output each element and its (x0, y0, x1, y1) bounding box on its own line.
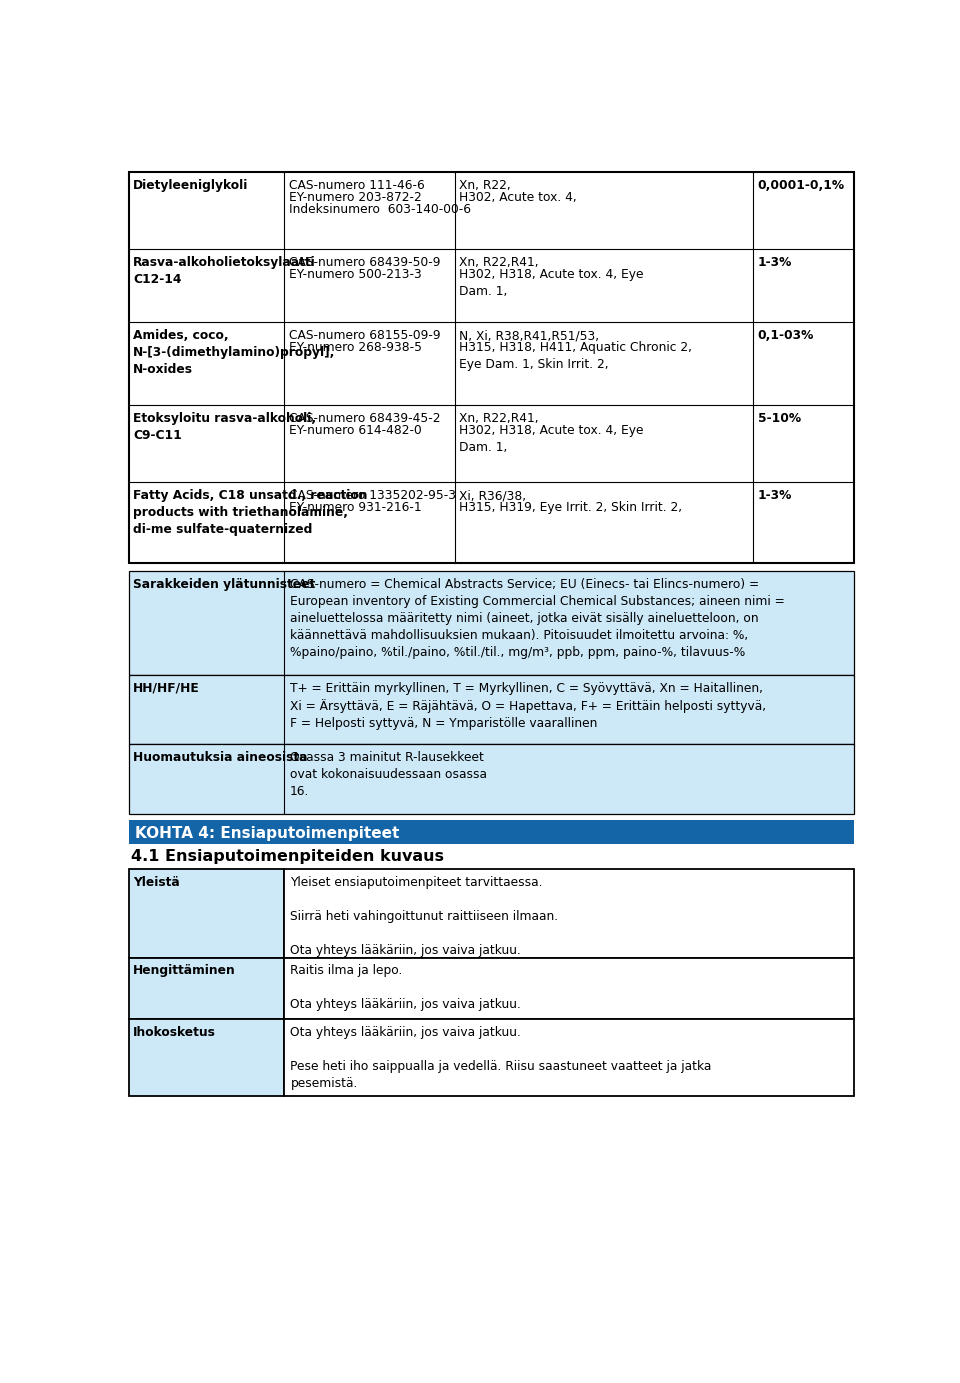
Text: 1-3%: 1-3% (757, 490, 792, 502)
Text: KOHTA 4: Ensiaputoimenpiteet: KOHTA 4: Ensiaputoimenpiteet (134, 826, 399, 841)
Text: H315, H319, Eye Irrit. 2, Skin Irrit. 2,: H315, H319, Eye Irrit. 2, Skin Irrit. 2, (460, 501, 683, 514)
Text: EY-numero 614-482-0: EY-numero 614-482-0 (289, 425, 421, 437)
Text: Xn, R22,R41,: Xn, R22,R41, (460, 412, 540, 426)
Text: Ota yhteys lääkäriin, jos vaiva jatkuu.

Pese heti iho saippualla ja vedellä. Ri: Ota yhteys lääkäriin, jos vaiva jatkuu. … (291, 1026, 712, 1090)
Text: CAS-numero 111-46-6: CAS-numero 111-46-6 (289, 178, 424, 192)
Text: Etoksyloitu rasva-alkoholi,
C9-C11: Etoksyloitu rasva-alkoholi, C9-C11 (133, 412, 316, 443)
Text: Dietyleeniglykoli: Dietyleeniglykoli (133, 178, 249, 192)
Bar (284, 1019, 854, 1097)
Text: H315, H318, H411, Aquatic Chronic 2,
Eye Dam. 1, Skin Irrit. 2,: H315, H318, H411, Aquatic Chronic 2, Eye… (460, 342, 692, 371)
Text: Rasva-alkoholietoksylaatti
C12-14: Rasva-alkoholietoksylaatti C12-14 (133, 256, 316, 286)
Text: Raitis ilma ja lepo.

Ota yhteys lääkäriin, jos vaiva jatkuu.: Raitis ilma ja lepo. Ota yhteys lääkärii… (291, 964, 521, 1011)
Text: H302, Acute tox. 4,: H302, Acute tox. 4, (460, 191, 577, 203)
Text: H302, H318, Acute tox. 4, Eye
Dam. 1,: H302, H318, Acute tox. 4, Eye Dam. 1, (460, 425, 644, 454)
Bar (130, 744, 854, 813)
Text: Amides, coco,
N-[3-(dimethylamino)propyl],
N-oxides: Amides, coco, N-[3-(dimethylamino)propyl… (133, 329, 336, 376)
Text: T+ = Erittäin myrkyllinen, T = Myrkyllinen, C = Syövyttävä, Xn = Haitallinen,
Xi: T+ = Erittäin myrkyllinen, T = Myrkyllin… (290, 682, 766, 730)
Bar (130, 869, 284, 957)
Text: Ihokosketus: Ihokosketus (133, 1026, 216, 1039)
Text: Indeksinumero  603-140-00-6: Indeksinumero 603-140-00-6 (289, 203, 471, 216)
Text: CAS-numero 68439-45-2: CAS-numero 68439-45-2 (289, 412, 441, 426)
Text: Xn, R22,R41,: Xn, R22,R41, (460, 256, 540, 270)
Text: CAS-numero 68439-50-9: CAS-numero 68439-50-9 (289, 256, 441, 270)
Text: Xn, R22,: Xn, R22, (460, 178, 511, 192)
Text: 1-3%: 1-3% (757, 256, 792, 270)
Bar (130, 1019, 284, 1097)
Text: EY-numero 931-216-1: EY-numero 931-216-1 (289, 501, 421, 514)
Bar (130, 171, 854, 563)
Text: N, Xi, R38,R41,R51/53,: N, Xi, R38,R41,R51/53, (460, 329, 600, 342)
Text: Sarakkeiden ylätunnisteet: Sarakkeiden ylätunnisteet (133, 578, 316, 591)
Bar (130, 957, 284, 1019)
Bar (284, 957, 854, 1019)
Text: 0,1-03%: 0,1-03% (757, 329, 814, 342)
Text: EY-numero 203-872-2: EY-numero 203-872-2 (289, 191, 421, 203)
Text: 4.1 Ensiaputoimenpiteiden kuvaus: 4.1 Ensiaputoimenpiteiden kuvaus (131, 849, 444, 864)
Text: EY-numero 500-213-3: EY-numero 500-213-3 (289, 268, 421, 281)
Bar (284, 869, 854, 957)
Bar (130, 820, 854, 845)
Text: Huomautuksia aineosista: Huomautuksia aineosista (133, 751, 307, 765)
Text: Xi, R36/38,: Xi, R36/38, (460, 490, 527, 502)
Text: EY-numero 268-938-5: EY-numero 268-938-5 (289, 342, 422, 354)
Text: Osassa 3 mainitut R-lausekkeet
ovat kokonaisuudessaan osassa
16.: Osassa 3 mainitut R-lausekkeet ovat koko… (290, 751, 487, 798)
Text: Yleiset ensiaputoimenpiteet tarvittaessa.

Siirrä heti vahingoittunut raittiisee: Yleiset ensiaputoimenpiteet tarvittaessa… (291, 875, 559, 957)
Text: Fatty Acids, C18 unsatd., reaction
products with triethanolamine,
di-me sulfate-: Fatty Acids, C18 unsatd., reaction produ… (133, 490, 368, 537)
Text: Hengittäminen: Hengittäminen (133, 964, 236, 978)
Text: CAS-numero = Chemical Abstracts Service; EU (Einecs- tai Elincs-numero) =
Europe: CAS-numero = Chemical Abstracts Service;… (290, 578, 784, 658)
Text: Yleistä: Yleistä (133, 875, 180, 889)
Bar (130, 571, 854, 675)
Text: 0,0001-0,1%: 0,0001-0,1% (757, 178, 845, 192)
Text: H302, H318, Acute tox. 4, Eye
Dam. 1,: H302, H318, Acute tox. 4, Eye Dam. 1, (460, 268, 644, 297)
Text: 5-10%: 5-10% (757, 412, 801, 426)
Text: CAS-numero 1335202-95-3: CAS-numero 1335202-95-3 (289, 490, 456, 502)
Bar (130, 675, 854, 744)
Text: CAS-numero 68155-09-9: CAS-numero 68155-09-9 (289, 329, 441, 342)
Text: HH/HF/HE: HH/HF/HE (133, 682, 200, 694)
